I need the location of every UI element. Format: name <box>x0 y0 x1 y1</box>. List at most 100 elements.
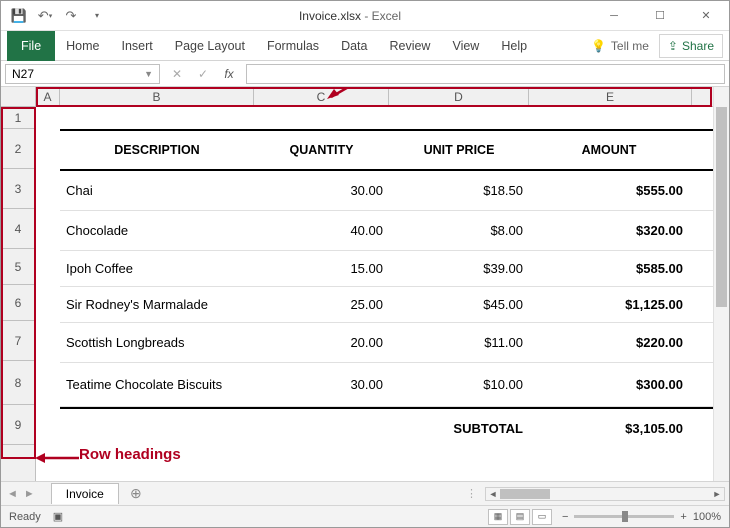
tab-formulas[interactable]: Formulas <box>256 31 330 61</box>
cell-unit-price[interactable]: $10.00 <box>389 377 529 392</box>
sheet-nav: ◄ ► <box>1 488 41 500</box>
sheet-tab-invoice[interactable]: Invoice <box>51 483 119 504</box>
cell-description[interactable]: Sir Rodney's Marmalade <box>60 297 254 312</box>
normal-view-icon[interactable]: ▦ <box>488 509 508 525</box>
subtotal-value: $3,105.00 <box>529 421 713 436</box>
tab-file[interactable]: File <box>7 31 55 61</box>
scroll-right-icon[interactable]: ► <box>710 489 724 499</box>
cancel-formula-icon[interactable]: ✕ <box>164 64 190 84</box>
tab-review[interactable]: Review <box>378 31 441 61</box>
cell-description[interactable]: Ipoh Coffee <box>60 261 254 276</box>
cells-area[interactable]: DESCRIPTION QUANTITY UNIT PRICE AMOUNT C… <box>36 107 713 481</box>
row-header-9[interactable]: 9 <box>1 405 35 445</box>
formula-input[interactable] <box>246 64 725 84</box>
cell-amount[interactable]: $300.00 <box>529 377 713 392</box>
cell-amount[interactable]: $320.00 <box>529 223 713 238</box>
name-box-value: N27 <box>12 67 34 81</box>
sheet-nav-prev-icon[interactable]: ◄ <box>7 488 18 500</box>
cell-unit-price[interactable]: $8.00 <box>389 223 529 238</box>
cell-description[interactable]: Chai <box>60 183 254 198</box>
cell-description[interactable]: Chocolade <box>60 223 254 238</box>
zoom-slider[interactable] <box>574 515 674 518</box>
fx-icon[interactable]: fx <box>216 64 242 84</box>
cell-unit-price[interactable]: $18.50 <box>389 183 529 198</box>
ribbon-tabs: File HomeInsertPage LayoutFormulasDataRe… <box>1 31 729 61</box>
row-header-7[interactable]: 7 <box>1 321 35 361</box>
page-break-view-icon[interactable]: ▭ <box>532 509 552 525</box>
minimize-button[interactable]: ─ <box>591 1 637 31</box>
cell-quantity[interactable]: 25.00 <box>254 297 389 312</box>
select-all-button[interactable] <box>1 87 36 107</box>
table-row: Chocolade40.00$8.00$320.00 <box>60 211 713 251</box>
cell-description[interactable]: Scottish Longbreads <box>60 335 254 350</box>
chevron-down-icon[interactable]: ▼ <box>144 69 153 79</box>
column-header-C[interactable]: C <box>254 87 389 106</box>
row-header-6[interactable]: 6 <box>1 285 35 321</box>
cell-unit-price[interactable]: $39.00 <box>389 261 529 276</box>
qat-dropdown-icon[interactable]: ▾ <box>85 4 109 28</box>
header-amount: AMOUNT <box>529 143 713 157</box>
cell-quantity[interactable]: 15.00 <box>254 261 389 276</box>
share-button[interactable]: ⇪Share <box>659 34 723 58</box>
tab-home[interactable]: Home <box>55 31 110 61</box>
window-title: Invoice.xlsx - Excel <box>109 9 591 23</box>
cell-unit-price[interactable]: $45.00 <box>389 297 529 312</box>
name-box[interactable]: N27 ▼ <box>5 64 160 84</box>
horizontal-scrollbar[interactable]: ◄ ► <box>485 487 725 501</box>
header-description: DESCRIPTION <box>60 143 254 157</box>
scrollbar-thumb[interactable] <box>716 107 727 307</box>
undo-icon[interactable]: ↶▾ <box>33 4 57 28</box>
cell-quantity[interactable]: 30.00 <box>254 377 389 392</box>
record-macro-icon[interactable]: ▣ <box>53 510 63 523</box>
column-header-B[interactable]: B <box>60 87 254 106</box>
quick-access-toolbar: 💾 ↶▾ ↷ ▾ <box>1 4 109 28</box>
cell-unit-price[interactable]: $11.00 <box>389 335 529 350</box>
row-header-5[interactable]: 5 <box>1 249 35 285</box>
column-header-E[interactable]: E <box>529 87 692 106</box>
redo-icon[interactable]: ↷ <box>59 4 83 28</box>
tell-me[interactable]: 💡Tell me <box>581 39 659 53</box>
row-header-1[interactable]: 1 <box>1 107 35 129</box>
cell-description[interactable]: Teatime Chocolate Biscuits <box>60 377 254 392</box>
tab-insert[interactable]: Insert <box>111 31 164 61</box>
page-layout-view-icon[interactable]: ▤ <box>510 509 530 525</box>
cell-amount[interactable]: $1,125.00 <box>529 297 713 312</box>
cell-quantity[interactable]: 20.00 <box>254 335 389 350</box>
zoom-in-button[interactable]: + <box>680 511 686 523</box>
tab-view[interactable]: View <box>441 31 490 61</box>
formula-bar-row: N27 ▼ ✕ ✓ fx <box>1 61 729 87</box>
column-header-A[interactable]: A <box>36 87 60 106</box>
cell-quantity[interactable]: 40.00 <box>254 223 389 238</box>
hscroll-thumb[interactable] <box>500 489 550 499</box>
spreadsheet-grid: ABCDE 123456789 DESCRIPTION QUANTITY UNI… <box>1 87 729 481</box>
lightbulb-icon: 💡 <box>591 39 606 53</box>
cell-amount[interactable]: $220.00 <box>529 335 713 350</box>
maximize-button[interactable]: ☐ <box>637 1 683 31</box>
row-header-3[interactable]: 3 <box>1 169 35 209</box>
cell-amount[interactable]: $585.00 <box>529 261 713 276</box>
cell-quantity[interactable]: 30.00 <box>254 183 389 198</box>
header-quantity: QUANTITY <box>254 143 389 157</box>
row-header-8[interactable]: 8 <box>1 361 35 405</box>
vertical-scrollbar[interactable] <box>713 87 729 481</box>
save-icon[interactable]: 💾 <box>7 4 31 28</box>
zoom-handle[interactable] <box>622 511 628 522</box>
table-row: Teatime Chocolate Biscuits30.00$10.00$30… <box>60 363 713 407</box>
table-row: Scottish Longbreads20.00$11.00$220.00 <box>60 323 713 363</box>
share-icon: ⇪ <box>668 39 678 53</box>
zoom-out-button[interactable]: − <box>562 511 568 523</box>
cell-amount[interactable]: $555.00 <box>529 183 713 198</box>
sheet-nav-next-icon[interactable]: ► <box>24 488 35 500</box>
scroll-left-icon[interactable]: ◄ <box>486 489 500 499</box>
table-row: Ipoh Coffee15.00$39.00$585.00 <box>60 251 713 287</box>
row-header-2[interactable]: 2 <box>1 129 35 169</box>
add-sheet-button[interactable]: ⊕ <box>125 483 147 505</box>
tab-help[interactable]: Help <box>490 31 538 61</box>
column-header-D[interactable]: D <box>389 87 529 106</box>
tab-page-layout[interactable]: Page Layout <box>164 31 256 61</box>
row-header-4[interactable]: 4 <box>1 209 35 249</box>
subtotal-label: SUBTOTAL <box>389 421 529 436</box>
tab-data[interactable]: Data <box>330 31 378 61</box>
close-button[interactable]: ✕ <box>683 1 729 31</box>
enter-formula-icon[interactable]: ✓ <box>190 64 216 84</box>
